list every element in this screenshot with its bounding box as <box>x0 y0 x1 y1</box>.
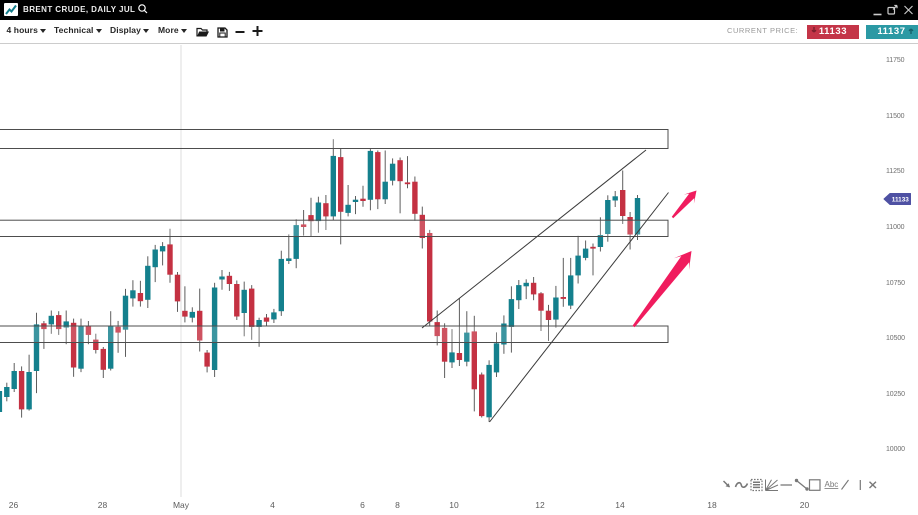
svg-text:11133: 11133 <box>892 197 910 204</box>
svg-text:Abc: Abc <box>825 480 839 489</box>
